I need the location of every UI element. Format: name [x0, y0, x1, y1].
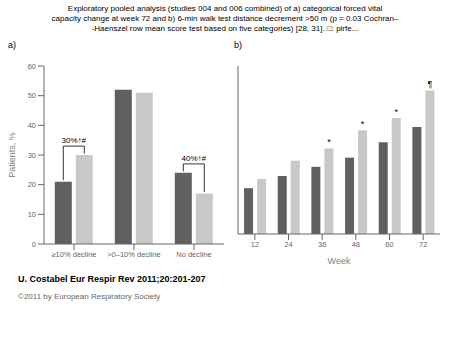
svg-text:No decline: No decline	[176, 250, 211, 259]
svg-text:*: *	[327, 137, 331, 147]
svg-text:24: 24	[284, 240, 292, 249]
svg-text:40: 40	[28, 121, 36, 130]
svg-text:60: 60	[28, 62, 36, 71]
html-text:-Haenszel row mean score test: -Haenszel row mean score test based on f…	[91, 24, 359, 33]
svg-text:Patients, %: Patients, %	[8, 132, 17, 178]
svg-text:12: 12	[251, 240, 259, 249]
svg-text:60: 60	[385, 240, 393, 249]
svg-text:≥10% decline: ≥10% decline	[52, 250, 97, 259]
svg-text:36: 36	[318, 240, 326, 249]
html-text:U. Costabel Eur Respir Rev 201: U. Costabel Eur Respir Rev 2011;20:201-2…	[18, 274, 206, 284]
svg-text:30%↑#: 30%↑#	[62, 136, 87, 145]
svg-text:72: 72	[419, 240, 427, 249]
svg-text:*: *	[361, 119, 365, 129]
svg-text:48: 48	[352, 240, 360, 249]
html-text:b): b)	[234, 40, 242, 50]
html-text:capacity change at week 72 and: capacity change at week 72 and b) 6-min …	[51, 14, 399, 23]
html-text:©2011 by European Respiratory: ©2011 by European Respiratory Society	[18, 292, 161, 301]
svg-text:50: 50	[28, 91, 36, 100]
svg-text:¶: ¶	[427, 79, 432, 89]
svg-text:30: 30	[28, 151, 36, 160]
svg-text:>0–10% decline: >0–10% decline	[107, 250, 161, 259]
html-text:Exploratory pooled analysis (s: Exploratory pooled analysis (studies 004…	[67, 4, 383, 13]
svg-text:20: 20	[28, 180, 36, 189]
svg-text:10: 10	[28, 210, 36, 219]
svg-text:*: *	[394, 107, 398, 117]
svg-text:Week: Week	[328, 256, 351, 264]
svg-text:40%↑#: 40%↑#	[182, 154, 207, 163]
html-text:a): a)	[8, 40, 16, 50]
svg-text:0: 0	[32, 240, 36, 249]
